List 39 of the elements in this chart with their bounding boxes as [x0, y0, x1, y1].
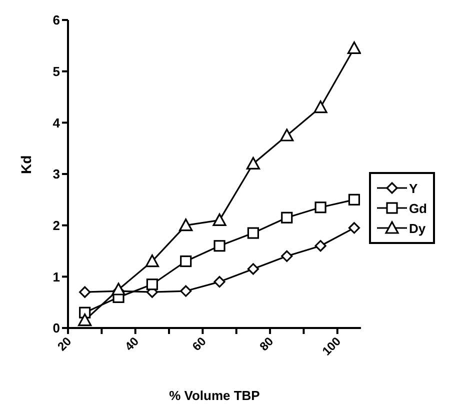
point: [314, 240, 326, 252]
x-axis-title: % Volume TBP: [169, 388, 260, 403]
point: [79, 286, 91, 298]
x-tick-label: 40: [122, 334, 142, 354]
legend-label: Y: [408, 180, 418, 196]
y-tick-label: 2: [52, 218, 60, 233]
point: [247, 263, 259, 275]
point: [314, 100, 328, 114]
y-tick-label: 3: [52, 166, 60, 182]
point: [145, 254, 159, 268]
x-tick-label: 20: [54, 334, 74, 354]
x-tick-label: 100: [319, 334, 344, 358]
y-tick-label: 1: [52, 269, 60, 284]
y-tick-label: 6: [52, 12, 60, 28]
point: [347, 41, 361, 54]
legend-label: Gd: [408, 200, 427, 216]
point: [281, 250, 293, 262]
point: [180, 255, 192, 268]
y-tick-label: 4: [52, 115, 61, 130]
point: [212, 213, 226, 226]
point: [247, 227, 259, 239]
legend-label: Dy: [408, 220, 426, 236]
point: [78, 314, 92, 326]
point: [179, 218, 193, 232]
point: [146, 278, 158, 290]
point: [214, 240, 226, 252]
point: [280, 128, 294, 142]
point: [348, 194, 360, 206]
y-tick-label: 5: [52, 64, 60, 79]
point: [214, 276, 226, 288]
y-axis-title: Kd: [18, 155, 34, 174]
point: [348, 222, 360, 234]
point: [246, 156, 260, 170]
y-tick-label: 0: [52, 320, 60, 336]
point: [180, 285, 192, 297]
point: [314, 202, 326, 214]
point: [281, 212, 293, 224]
x-tick-label: 60: [189, 334, 210, 354]
x-tick-label: 80: [256, 334, 276, 354]
